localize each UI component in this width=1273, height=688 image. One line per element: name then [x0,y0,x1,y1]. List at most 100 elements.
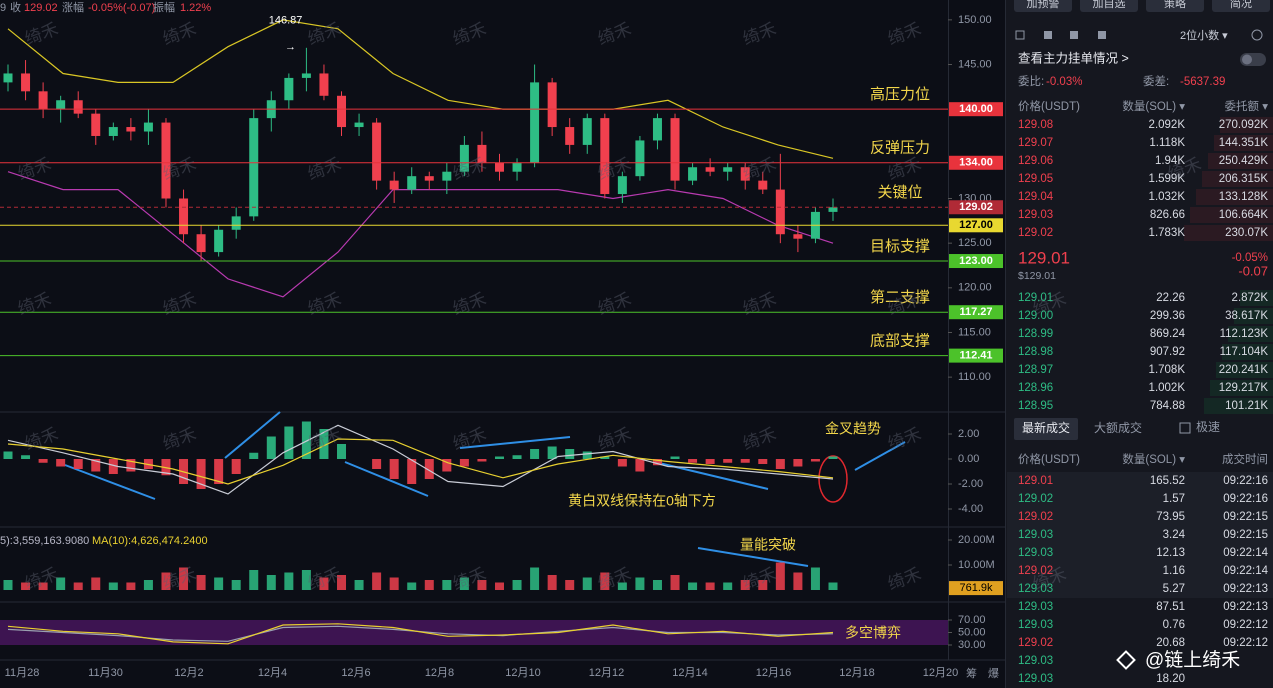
band-upper [7,19,834,159]
panel-text: 128.99 [1018,328,1053,340]
volume-bar [828,582,838,590]
panel-text: 129.03 [1018,673,1053,685]
checkbox[interactable] [1179,422,1191,434]
macd-bar [56,459,66,467]
button-label: 策略 [1164,0,1186,10]
header-close: 129.02 [24,2,58,14]
volume-ma: MA(10):4,626,474.2400 [92,535,208,547]
level-value: 117.27 [959,306,992,318]
blue-arrows [64,411,906,567]
panel-text: -5637.39 [1180,76,1225,88]
panel-text: 22.26 [1156,292,1185,304]
toolbar-icons [1015,29,1263,41]
panel-text: 129.06 [1018,155,1053,167]
volume-bar [354,580,364,590]
panel-text: 784.88 [1150,400,1185,412]
candle-body [372,122,382,181]
candle-body [301,73,311,78]
x-tick-label: 12月16 [756,667,791,679]
panel-text: 129.03 [1018,601,1053,613]
button[interactable] [1146,0,1204,12]
volume-bar [214,577,224,590]
button[interactable] [1080,0,1138,12]
macd-bar [91,459,101,472]
volume-bar [56,577,66,590]
macd-bar [249,452,259,459]
panel-text: 129.01 [1018,248,1070,267]
level-box [949,305,1003,320]
macd-bar [407,459,417,484]
level-box [949,348,1003,363]
panel-text: 12.13 [1156,547,1185,559]
candle-body [565,127,575,145]
button[interactable] [1014,0,1072,12]
y-tick-label: -4.00 [958,503,983,515]
tab-active[interactable] [1014,418,1078,440]
macd-bar [3,451,13,459]
macd-bar [266,436,276,459]
level-box [949,254,1003,269]
candle-body [477,144,487,163]
osc-zone [0,620,948,645]
macd-bar [73,459,83,469]
peak-arrow: → [285,41,296,53]
x-tick-label: 12月10 [505,667,540,679]
panel-text: 129.05 [1018,173,1053,185]
panel-text: 869.24 [1150,328,1186,340]
panel-text: 220.241K [1219,364,1269,376]
y-tick-label: 120.00 [958,282,992,294]
macd-bar [389,459,399,479]
panel-text: 129.02 [1018,493,1053,505]
x-tick-label: 12月6 [341,667,370,679]
volume-bar [635,577,645,590]
panel-text: 委差: [1143,74,1169,88]
level-value: 112.41 [959,350,992,362]
brand-icon [1116,650,1136,670]
macd-bar [828,456,838,459]
volume-bar [740,580,750,590]
panel-text: 极速 [1196,420,1220,434]
macd-bar [758,459,768,464]
y-tick-label: 125.00 [958,237,992,249]
panel-text: 18.20 [1156,673,1185,685]
panel-text: 2.092K [1149,119,1186,131]
candle-body [494,162,504,172]
panel-text: 129.01 [1018,292,1053,304]
macd-bar [793,459,803,467]
macd-bar [635,459,645,472]
volume-bar [793,572,803,590]
volume-bar [723,582,733,590]
candle-body [652,118,662,141]
panel-text: 09:22:14 [1223,565,1268,577]
panel-text: 1.708K [1149,364,1186,376]
volume-bar [389,577,399,590]
candle-body [179,198,189,235]
panel-text: 144.351K [1219,137,1269,149]
volume-bar [126,582,136,590]
macd-bar [126,459,136,472]
candle-body [424,176,434,181]
panel-text: -0.05% [1232,252,1268,264]
panel-text: 3.24 [1163,529,1186,541]
depth-bar [1184,225,1273,241]
candle-body [442,171,452,181]
level-value: 127.00 [959,219,993,231]
panel-text: 09:22:13 [1223,583,1268,595]
candle-body [530,82,540,163]
macd-bar [565,449,575,459]
panel-text: 价格(USDT) [1018,99,1080,113]
candle-body [758,180,768,190]
volume-bar [530,567,540,590]
macd-bar [337,444,347,459]
button[interactable] [1212,0,1270,12]
panel-text: 165.52 [1150,475,1185,487]
volume-bar [459,577,469,590]
x-tick-label: 12月18 [839,667,874,679]
panel-text: 09:22:12 [1223,637,1268,649]
peak-label: 146.87 [269,15,303,27]
volume-bar [442,580,452,590]
level-value: 140.00 [959,103,993,115]
volume-ma: 5):3,559,163.9080 [0,535,89,547]
panel-text: 大额成交 [1094,420,1142,435]
